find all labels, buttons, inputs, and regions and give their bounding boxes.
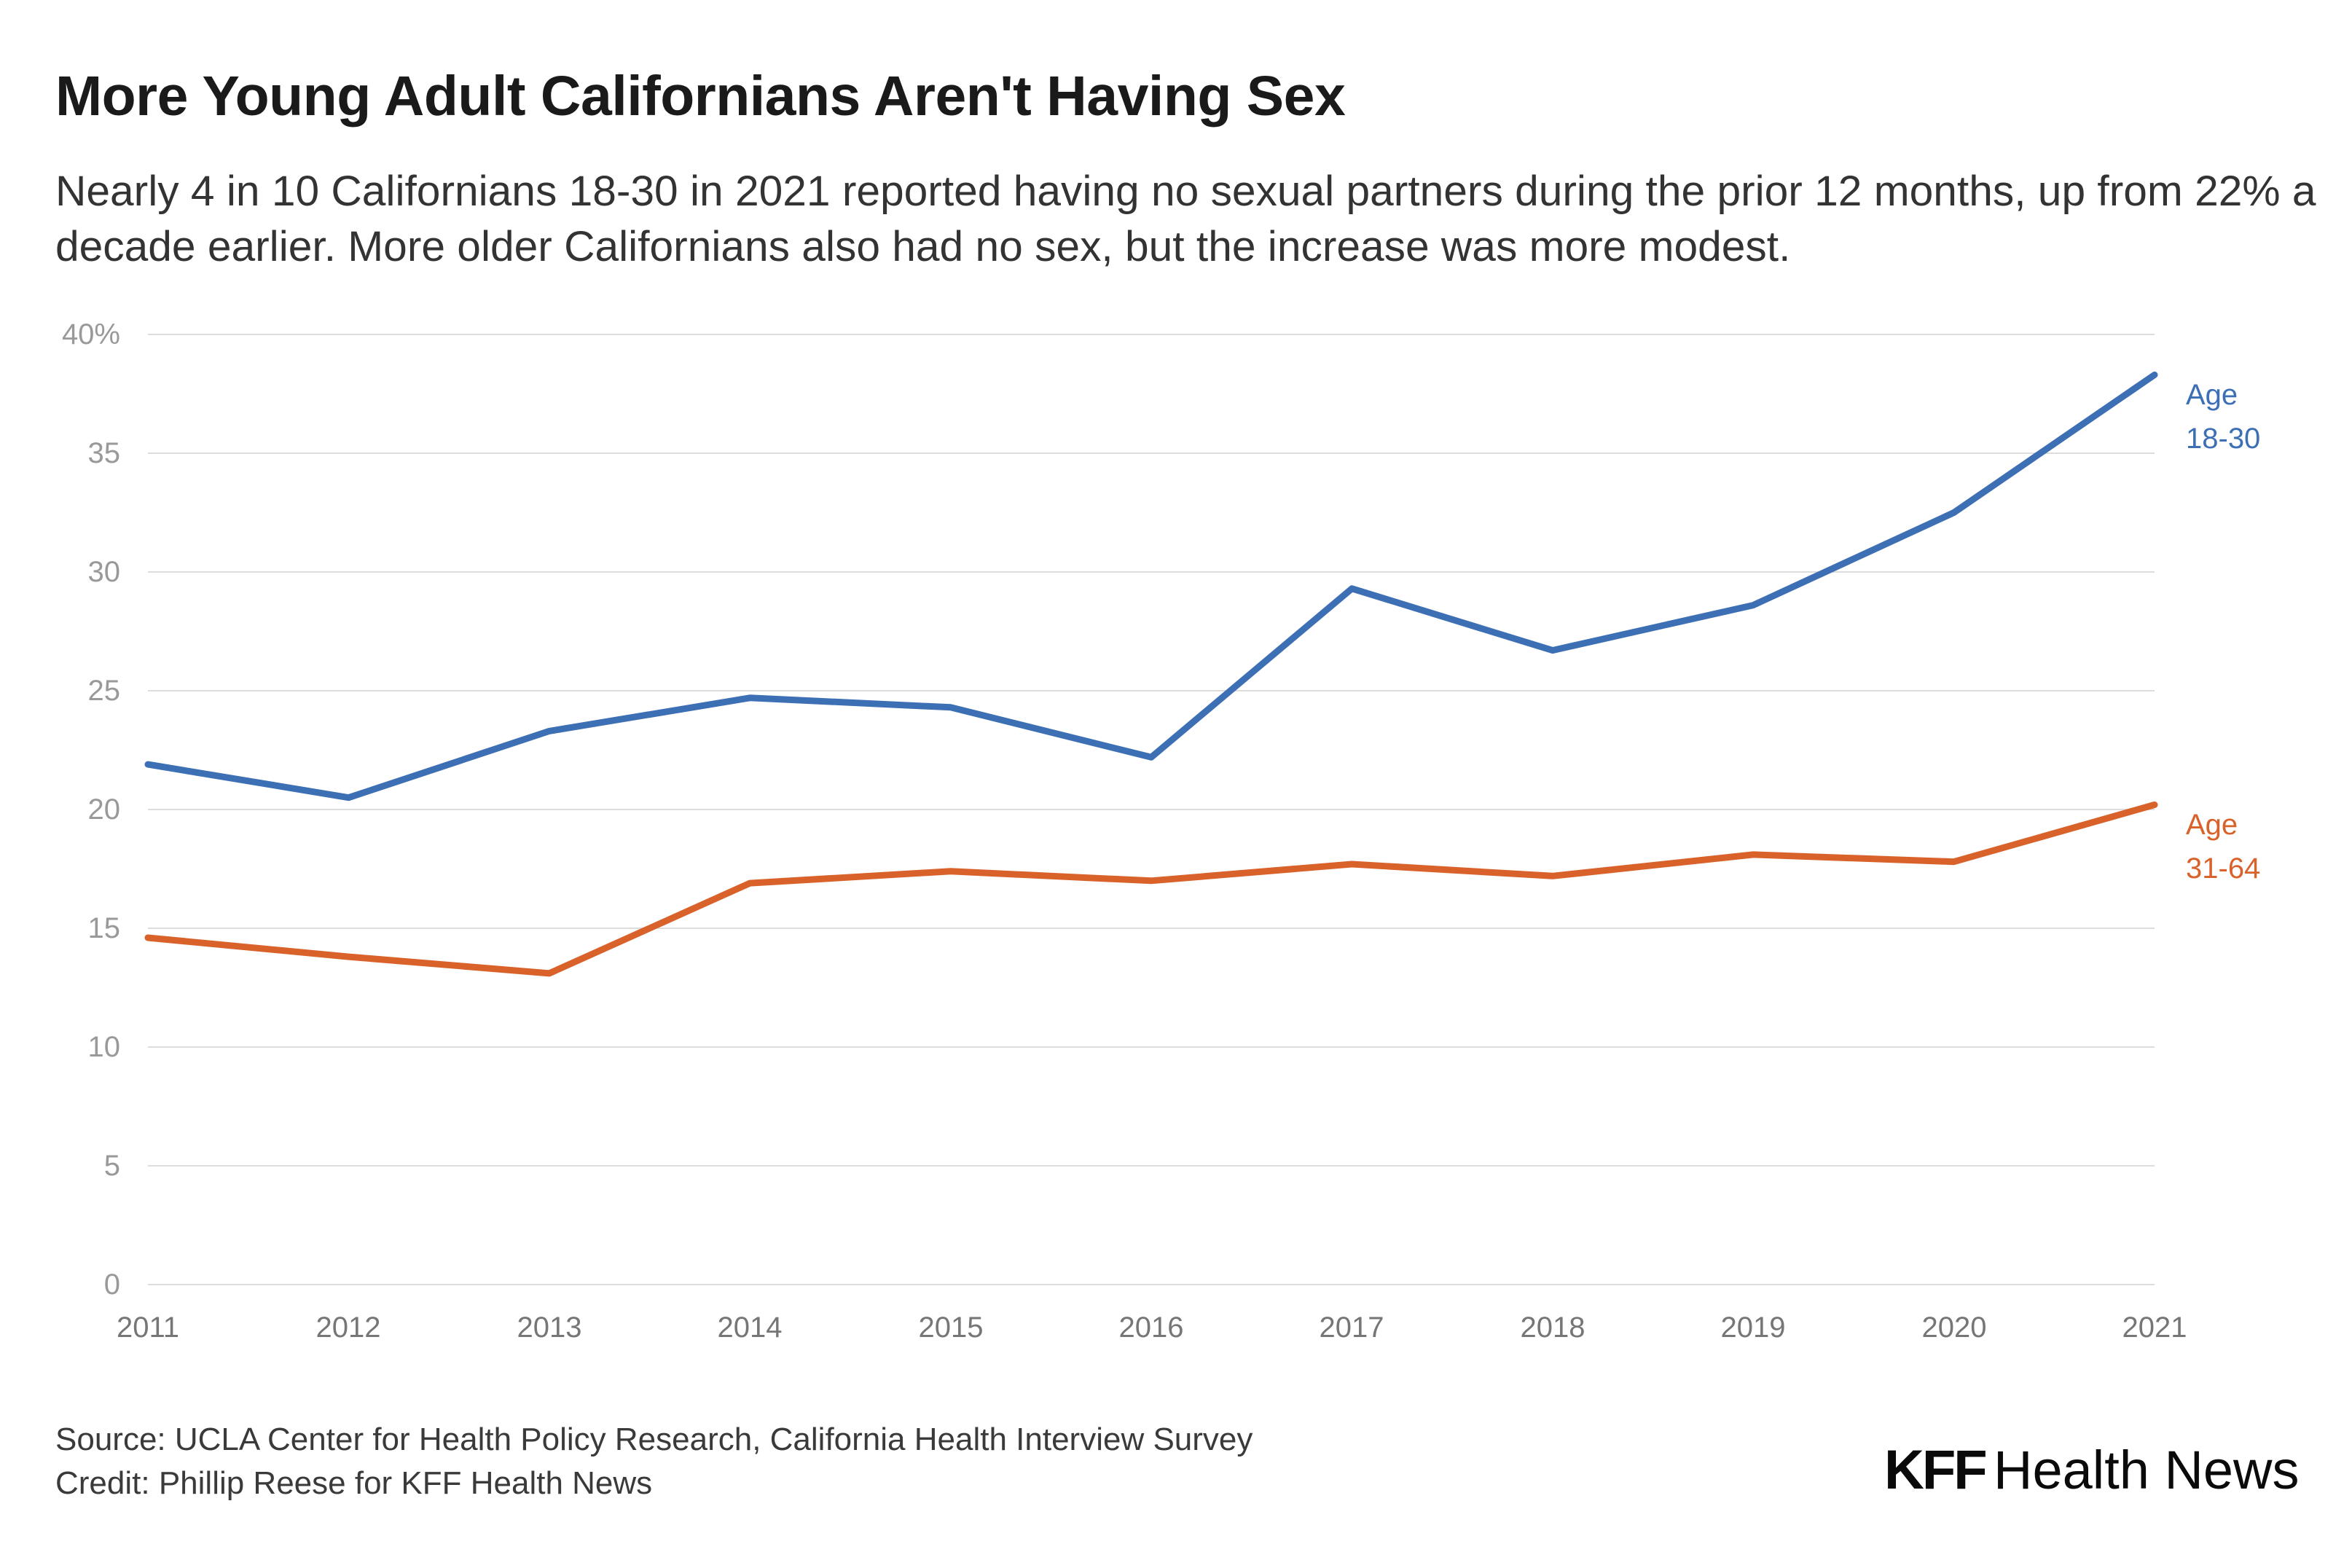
svg-text:2019: 2019 — [1721, 1312, 1786, 1344]
svg-text:Health News: Health News — [1994, 1440, 2300, 1500]
svg-text:31-64: 31-64 — [2186, 852, 2260, 885]
svg-text:2017: 2017 — [1320, 1312, 1384, 1344]
svg-text:18-30: 18-30 — [2186, 423, 2260, 455]
svg-text:25: 25 — [88, 675, 121, 707]
svg-text:2014: 2014 — [718, 1312, 783, 1344]
svg-text:Age: Age — [2186, 809, 2238, 841]
svg-text:2018: 2018 — [1521, 1312, 1585, 1344]
svg-text:20: 20 — [88, 793, 121, 826]
svg-text:KFF: KFF — [1884, 1439, 1986, 1501]
svg-text:10: 10 — [88, 1031, 121, 1063]
svg-text:2012: 2012 — [316, 1312, 381, 1344]
svg-text:40%: 40% — [62, 318, 120, 350]
svg-text:2015: 2015 — [919, 1312, 984, 1344]
svg-text:35: 35 — [88, 437, 121, 469]
svg-text:30: 30 — [88, 556, 121, 588]
svg-text:5: 5 — [104, 1150, 120, 1182]
svg-text:2021: 2021 — [2122, 1312, 2187, 1344]
svg-text:2011: 2011 — [117, 1312, 179, 1344]
svg-text:2020: 2020 — [1922, 1312, 1987, 1344]
svg-text:2013: 2013 — [517, 1312, 582, 1344]
svg-text:Age: Age — [2186, 379, 2238, 411]
svg-text:0: 0 — [104, 1269, 120, 1301]
svg-text:15: 15 — [88, 912, 121, 944]
svg-text:2016: 2016 — [1119, 1312, 1184, 1344]
